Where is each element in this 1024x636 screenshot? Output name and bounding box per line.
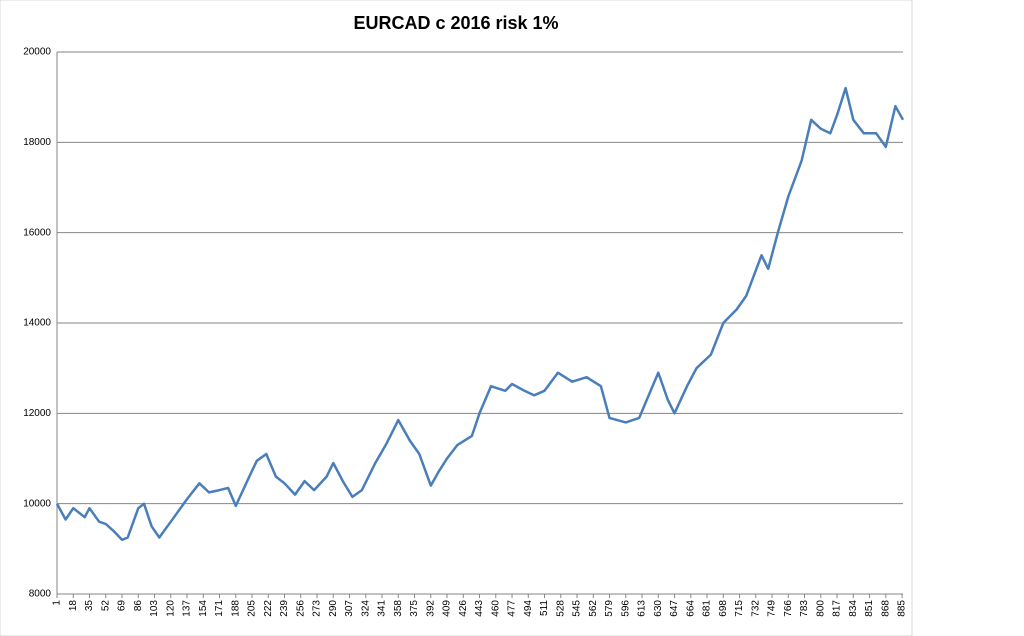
x-tick-label: 562 bbox=[588, 600, 599, 617]
y-tick-label: 14000 bbox=[23, 318, 51, 329]
x-tick-label: 630 bbox=[653, 600, 664, 617]
x-tick-label: 596 bbox=[620, 600, 631, 617]
x-tick-label: 681 bbox=[702, 600, 713, 617]
x-tick-label: 324 bbox=[360, 600, 371, 617]
x-tick-label: 647 bbox=[669, 600, 680, 617]
x-tick-label: 579 bbox=[604, 600, 615, 617]
x-tick-label: 35 bbox=[84, 600, 95, 612]
x-tick-label: 18 bbox=[68, 600, 79, 612]
x-tick-label: 443 bbox=[474, 600, 485, 617]
chart-title: EURCAD c 2016 risk 1% bbox=[353, 13, 558, 33]
x-tick-label: 358 bbox=[393, 600, 404, 617]
y-tick-label: 12000 bbox=[23, 408, 51, 419]
x-tick-label: 409 bbox=[442, 600, 453, 617]
x-tick-label: 171 bbox=[214, 600, 225, 617]
x-tick-label: 460 bbox=[490, 600, 501, 617]
x-tick-label: 715 bbox=[734, 600, 745, 617]
x-tick-label: 290 bbox=[328, 600, 339, 617]
x-tick-label: 86 bbox=[133, 600, 144, 612]
x-tick-label: 732 bbox=[750, 600, 761, 617]
x-tick-label: 188 bbox=[230, 600, 241, 617]
x-tick-label: 375 bbox=[409, 600, 420, 617]
y-tick-label: 16000 bbox=[23, 227, 51, 238]
x-tick-label: 868 bbox=[880, 600, 891, 617]
x-tick-label: 69 bbox=[117, 600, 128, 612]
y-tick-label: 20000 bbox=[23, 47, 51, 58]
x-tick-label: 834 bbox=[848, 600, 859, 617]
y-tick-label: 10000 bbox=[23, 498, 51, 509]
x-tick-label: 817 bbox=[832, 600, 843, 617]
chart-area bbox=[0, 0, 913, 636]
x-tick-label: 851 bbox=[864, 600, 875, 617]
x-tick-label: 341 bbox=[377, 600, 388, 617]
x-tick-label: 426 bbox=[458, 600, 469, 617]
y-tick-label: 8000 bbox=[29, 589, 52, 600]
x-tick-label: 239 bbox=[279, 600, 290, 617]
x-tick-label: 120 bbox=[165, 600, 176, 617]
x-tick-label: 783 bbox=[799, 600, 810, 617]
x-tick-label: 766 bbox=[783, 600, 794, 617]
x-tick-label: 528 bbox=[555, 600, 566, 617]
x-tick-label: 205 bbox=[247, 600, 258, 617]
x-tick-label: 698 bbox=[718, 600, 729, 617]
x-tick-label: 103 bbox=[149, 600, 160, 617]
x-tick-label: 1 bbox=[52, 600, 63, 606]
x-tick-label: 664 bbox=[685, 600, 696, 617]
x-tick-label: 749 bbox=[767, 600, 778, 617]
x-tick-label: 545 bbox=[572, 600, 583, 617]
x-tick-label: 494 bbox=[523, 600, 534, 617]
x-tick-label: 222 bbox=[263, 600, 274, 617]
x-tick-label: 800 bbox=[815, 600, 826, 617]
x-tick-label: 273 bbox=[312, 600, 323, 617]
x-tick-label: 885 bbox=[897, 600, 908, 617]
line-series bbox=[55, 86, 905, 542]
x-tick-label: 256 bbox=[295, 600, 306, 617]
x-tick-label: 392 bbox=[425, 600, 436, 617]
x-tick-label: 307 bbox=[344, 600, 355, 617]
x-tick-label: 511 bbox=[539, 600, 550, 616]
x-tick-label: 137 bbox=[182, 600, 193, 617]
x-tick-label: 154 bbox=[198, 600, 209, 617]
x-tick-label: 52 bbox=[100, 600, 111, 612]
y-tick-label: 18000 bbox=[23, 137, 51, 148]
x-tick-label: 613 bbox=[637, 600, 648, 617]
x-tick-label: 477 bbox=[507, 600, 518, 617]
